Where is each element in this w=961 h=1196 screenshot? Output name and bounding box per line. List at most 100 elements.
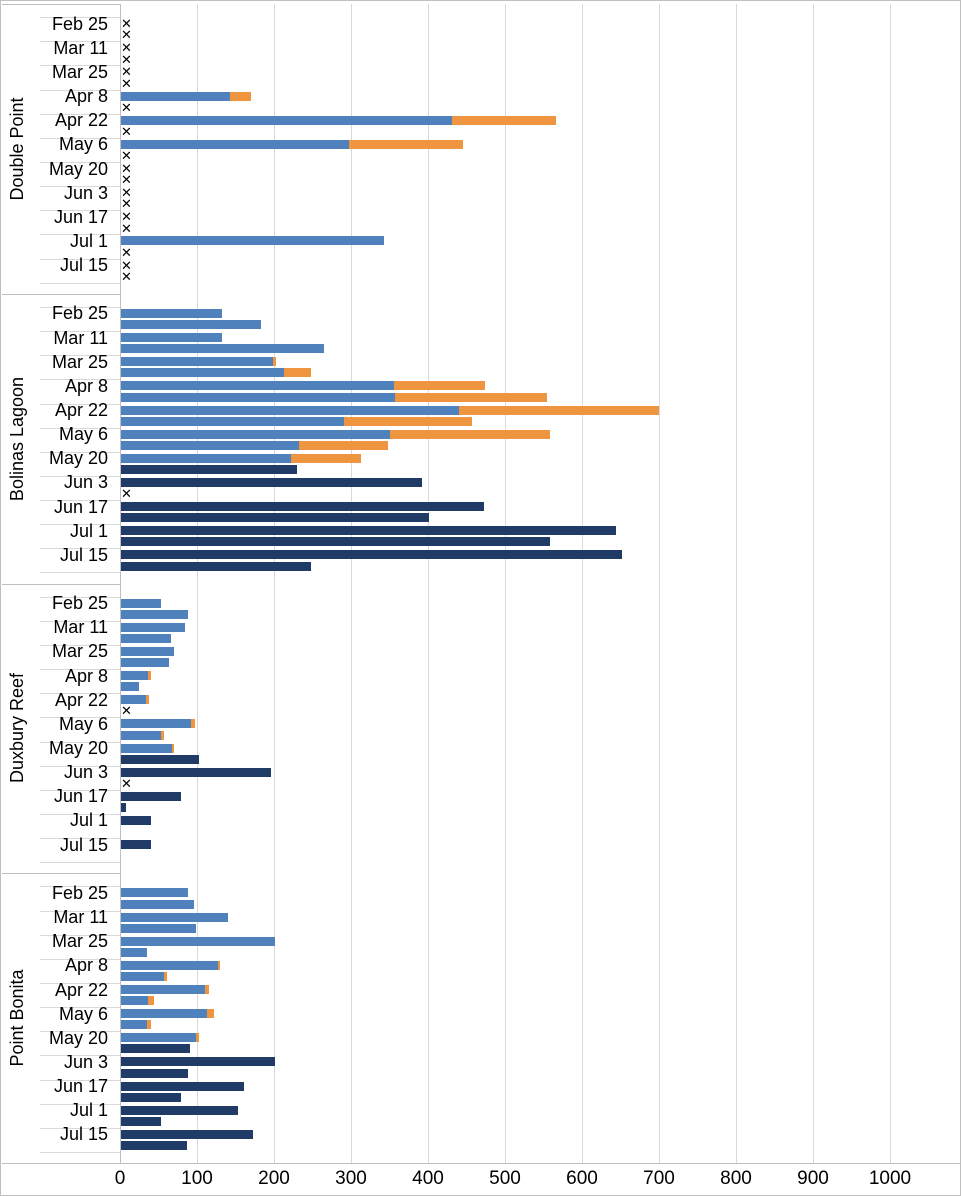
bar-segment-blue[interactable] bbox=[120, 622, 186, 632]
bar-segment-orange[interactable] bbox=[217, 960, 220, 970]
bar-segment-navy[interactable] bbox=[120, 502, 484, 512]
bar-segment-blue[interactable] bbox=[120, 598, 161, 608]
bar-segment-navy[interactable] bbox=[120, 1068, 189, 1078]
bar-segment-navy[interactable] bbox=[120, 550, 622, 560]
bar-segment-navy[interactable] bbox=[120, 803, 126, 813]
bar-segment-navy[interactable] bbox=[120, 526, 617, 536]
zero-marker[interactable]: ✕ bbox=[121, 148, 132, 164]
bar-segment-blue[interactable] bbox=[120, 646, 174, 656]
zero-marker[interactable]: ✕ bbox=[121, 99, 132, 115]
bar-segment-navy[interactable] bbox=[120, 477, 422, 487]
bar-segment-blue[interactable] bbox=[120, 91, 230, 101]
bar-segment-orange[interactable] bbox=[290, 453, 361, 463]
bar-segment-blue[interactable] bbox=[120, 429, 390, 439]
bar-segment-navy[interactable] bbox=[120, 767, 271, 777]
bar-segment-orange[interactable] bbox=[148, 671, 151, 681]
bar-segment-orange[interactable] bbox=[349, 139, 464, 149]
zero-marker[interactable]: ✕ bbox=[121, 268, 132, 284]
bar-segment-orange[interactable] bbox=[205, 985, 210, 994]
bar-segment-navy[interactable] bbox=[120, 1057, 275, 1067]
bar-segment-blue[interactable] bbox=[120, 743, 173, 753]
bar-segment-navy[interactable] bbox=[120, 561, 311, 571]
bar-segment-blue[interactable] bbox=[120, 960, 218, 970]
bar-segment-blue[interactable] bbox=[120, 730, 161, 740]
bar-segment-blue[interactable] bbox=[120, 344, 324, 354]
zero-marker[interactable]: ✕ bbox=[121, 209, 132, 225]
bar-segment-orange[interactable] bbox=[160, 730, 164, 740]
bar-segment-blue[interactable] bbox=[120, 671, 149, 681]
bar-segment-blue[interactable] bbox=[120, 405, 460, 415]
bar-segment-navy[interactable] bbox=[120, 1044, 190, 1054]
bar-segment-blue[interactable] bbox=[120, 357, 273, 367]
bar-segment-orange[interactable] bbox=[164, 972, 167, 982]
bar-segment-blue[interactable] bbox=[120, 1009, 207, 1019]
bar-segment-blue[interactable] bbox=[120, 609, 189, 619]
bar-segment-orange[interactable] bbox=[299, 440, 389, 450]
bar-segment-orange[interactable] bbox=[451, 115, 556, 125]
bar-segment-blue[interactable] bbox=[120, 416, 344, 426]
bar-segment-blue[interactable] bbox=[120, 308, 223, 318]
bar-segment-blue[interactable] bbox=[120, 453, 291, 463]
bar-segment-orange[interactable] bbox=[147, 1020, 152, 1030]
zero-marker[interactable]: ✕ bbox=[121, 172, 132, 188]
bar-segment-orange[interactable] bbox=[459, 405, 659, 415]
bar-segment-blue[interactable] bbox=[120, 972, 165, 982]
bar-segment-blue[interactable] bbox=[120, 333, 223, 343]
zero-marker[interactable]: ✕ bbox=[121, 185, 132, 201]
bar-segment-navy[interactable] bbox=[120, 1141, 188, 1151]
bar-segment-navy[interactable] bbox=[120, 1116, 162, 1126]
bar-segment-blue[interactable] bbox=[120, 139, 350, 149]
bar-segment-orange[interactable] bbox=[395, 392, 548, 402]
bar-segment-blue[interactable] bbox=[120, 936, 275, 946]
bar-segment-navy[interactable] bbox=[120, 464, 297, 474]
bar-segment-orange[interactable] bbox=[283, 368, 311, 378]
bar-segment-orange[interactable] bbox=[145, 695, 149, 705]
bar-segment-navy[interactable] bbox=[120, 791, 182, 801]
zero-marker[interactable]: ✕ bbox=[121, 64, 132, 80]
zero-marker[interactable]: ✕ bbox=[121, 123, 132, 139]
bar-segment-navy[interactable] bbox=[120, 815, 152, 825]
bar-segment-blue[interactable] bbox=[120, 658, 169, 668]
zero-marker[interactable]: ✕ bbox=[121, 161, 132, 177]
bar-segment-orange[interactable] bbox=[272, 357, 277, 367]
bar-segment-navy[interactable] bbox=[120, 754, 200, 764]
bar-segment-blue[interactable] bbox=[120, 320, 262, 330]
bar-segment-navy[interactable] bbox=[120, 1105, 238, 1115]
bar-segment-blue[interactable] bbox=[120, 634, 172, 644]
zero-marker[interactable]: ✕ bbox=[121, 775, 132, 791]
bar-segment-orange[interactable] bbox=[191, 719, 196, 729]
bar-segment-orange[interactable] bbox=[172, 743, 175, 753]
zero-marker[interactable]: ✕ bbox=[121, 257, 132, 273]
bar-segment-orange[interactable] bbox=[393, 381, 485, 391]
bar-segment-orange[interactable] bbox=[390, 429, 551, 439]
zero-marker[interactable]: ✕ bbox=[121, 486, 132, 502]
bar-segment-blue[interactable] bbox=[120, 682, 139, 692]
bar-segment-navy[interactable] bbox=[120, 1129, 253, 1139]
bar-segment-navy[interactable] bbox=[120, 513, 429, 523]
zero-marker[interactable]: ✕ bbox=[121, 40, 132, 56]
zero-marker[interactable]: ✕ bbox=[121, 244, 132, 260]
bar-segment-navy[interactable] bbox=[120, 840, 152, 850]
bar-segment-blue[interactable] bbox=[120, 923, 196, 933]
bar-segment-orange[interactable] bbox=[148, 996, 154, 1006]
bar-segment-blue[interactable] bbox=[120, 719, 192, 729]
zero-marker[interactable]: ✕ bbox=[121, 220, 132, 236]
bar-segment-orange[interactable] bbox=[343, 416, 473, 426]
bar-segment-blue[interactable] bbox=[120, 888, 189, 898]
bar-segment-blue[interactable] bbox=[120, 899, 194, 909]
bar-segment-blue[interactable] bbox=[120, 996, 149, 1006]
bar-segment-blue[interactable] bbox=[120, 985, 206, 994]
bar-segment-navy[interactable] bbox=[120, 1081, 244, 1091]
bar-segment-blue[interactable] bbox=[120, 912, 229, 922]
zero-marker[interactable]: ✕ bbox=[121, 51, 132, 67]
bar-segment-navy[interactable] bbox=[120, 1092, 181, 1102]
bar-segment-blue[interactable] bbox=[120, 1033, 196, 1043]
bar-segment-blue[interactable] bbox=[120, 381, 394, 391]
zero-marker[interactable]: ✕ bbox=[121, 16, 132, 32]
bar-segment-blue[interactable] bbox=[120, 236, 384, 246]
bar-segment-orange[interactable] bbox=[195, 1033, 200, 1043]
bar-segment-blue[interactable] bbox=[120, 1020, 148, 1030]
bar-segment-orange[interactable] bbox=[206, 1009, 215, 1019]
bar-segment-blue[interactable] bbox=[120, 947, 148, 957]
zero-marker[interactable]: ✕ bbox=[121, 703, 132, 719]
